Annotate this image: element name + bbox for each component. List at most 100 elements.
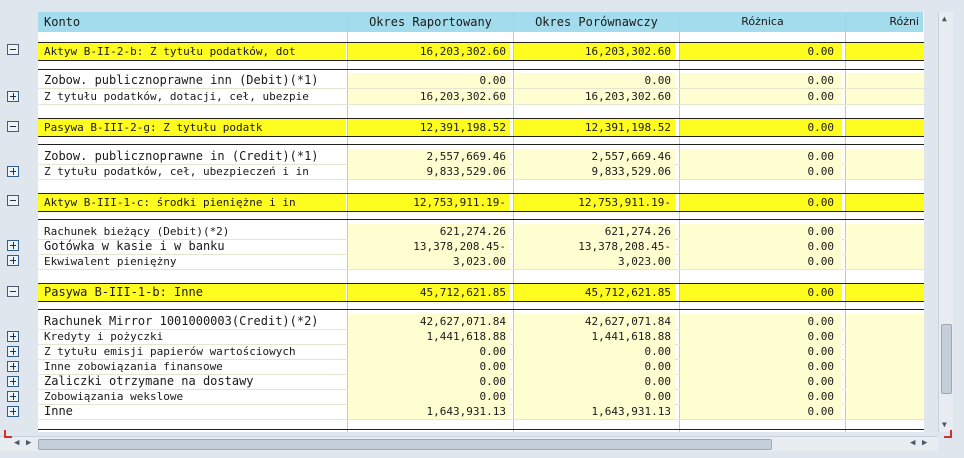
table-row[interactable]: Rachunek Mirror 1001000003(Credit)(*2) 4… bbox=[38, 314, 924, 330]
column-header-roznica-2[interactable]: Różni bbox=[846, 12, 924, 32]
table-row[interactable]: Zobow. publicznoprawne in (Credit)(*1) 2… bbox=[38, 149, 924, 165]
section-separator bbox=[38, 429, 924, 430]
column-header-okres-porownawczy[interactable]: Okres Porównawczy bbox=[514, 12, 680, 32]
value-okres-porownawczy: 0.00 bbox=[514, 374, 675, 389]
table-row[interactable]: Ekwiwalent pieniężny 3,023.00 3,023.00 0… bbox=[38, 254, 924, 270]
table-row[interactable]: Zobow. publicznoprawne inn (Debit)(*1) 0… bbox=[38, 73, 924, 89]
account-label: Rachunek Mirror 1001000003(Credit)(*2) bbox=[44, 314, 319, 328]
table-row[interactable]: Zaliczki otrzymane na dostawy 0.00 0.00 … bbox=[38, 374, 924, 390]
table-row[interactable]: Zobowiązania wekslowe 0.00 0.00 0.00 bbox=[38, 389, 924, 405]
value-roznica: 0.00 bbox=[680, 329, 842, 344]
value-okres-porownawczy: 13,378,208.45- bbox=[514, 239, 675, 254]
value-roznica: 0.00 bbox=[680, 89, 842, 104]
value-okres-raportowany: 12,391,198.52 bbox=[348, 119, 510, 136]
table-row[interactable]: Inne zobowiązania finansowe 0.00 0.00 0.… bbox=[38, 359, 924, 375]
expand-node-icon[interactable] bbox=[7, 376, 19, 387]
table-row[interactable]: Z tytułu emisji papierów wartościowych 0… bbox=[38, 344, 924, 360]
value-okres-porownawczy: 0.00 bbox=[514, 359, 675, 374]
column-header-konto[interactable]: Konto bbox=[38, 12, 348, 32]
table-row[interactable]: Rachunek bieżący (Debit)(*2) 621,274.26 … bbox=[38, 224, 924, 240]
account-label: Rachunek bieżący (Debit)(*2) bbox=[44, 225, 230, 238]
value-roznica: 0.00 bbox=[680, 404, 842, 419]
collapse-node-icon[interactable] bbox=[7, 121, 19, 132]
horizontal-scroll-thumb[interactable] bbox=[38, 439, 772, 450]
value-roznica-2 bbox=[846, 119, 924, 136]
expand-node-icon[interactable] bbox=[7, 406, 19, 417]
account-label: Zobowiązania wekslowe bbox=[44, 390, 184, 403]
account-label: Inne bbox=[44, 404, 73, 418]
value-okres-porownawczy: 2,557,669.46 bbox=[514, 149, 675, 164]
account-label: Z tytułu emisji papierów wartościowych bbox=[44, 345, 296, 358]
table-row[interactable]: Z tytułu podatków, dotacji, ceł, ubezpie… bbox=[38, 89, 924, 105]
section-separator bbox=[38, 219, 924, 220]
value-roznica: 0.00 bbox=[680, 194, 842, 211]
value-okres-raportowany: 0.00 bbox=[348, 389, 510, 404]
table-row[interactable]: Gotówka w kasie i w banku 13,378,208.45-… bbox=[38, 239, 924, 255]
value-roznica-2 bbox=[846, 284, 924, 301]
table-row[interactable]: Pasywa B-III-2-g: Z tytułu podatk 12,391… bbox=[38, 118, 924, 137]
collapse-node-icon[interactable] bbox=[7, 286, 19, 297]
section-separator bbox=[38, 144, 924, 145]
scroll-right-end-icon[interactable]: ▶ bbox=[922, 438, 928, 448]
value-roznica-2 bbox=[846, 149, 924, 164]
scroll-up-icon[interactable]: ▲ bbox=[942, 14, 947, 23]
table-row[interactable]: Pasywa B-III-1-b: Inne 45,712,621.85 45,… bbox=[38, 283, 924, 302]
value-okres-raportowany: 13,378,208.45- bbox=[348, 239, 510, 254]
collapse-node-icon[interactable] bbox=[7, 44, 19, 55]
value-roznica-2 bbox=[846, 89, 924, 104]
value-okres-porownawczy: 16,203,302.60 bbox=[514, 89, 675, 104]
account-label: Aktyw B-II-2-b: Z tytułu podatków, dot bbox=[38, 43, 346, 60]
account-label: Ekwiwalent pieniężny bbox=[44, 255, 177, 268]
expand-node-icon[interactable] bbox=[7, 346, 19, 357]
expand-node-icon[interactable] bbox=[7, 240, 19, 251]
value-okres-porownawczy: 1,643,931.13 bbox=[514, 404, 675, 419]
value-okres-raportowany: 1,441,618.88 bbox=[348, 329, 510, 344]
value-okres-porownawczy: 1,441,618.88 bbox=[514, 329, 675, 344]
table-row[interactable]: Inne 1,643,931.13 1,643,931.13 0.00 bbox=[38, 404, 924, 420]
value-roznica-2 bbox=[846, 194, 924, 211]
expand-node-icon[interactable] bbox=[7, 331, 19, 342]
value-roznica-2 bbox=[846, 374, 924, 389]
account-label: Gotówka w kasie i w banku bbox=[44, 239, 225, 253]
table-row[interactable]: Aktyw B-II-2-b: Z tytułu podatków, dot 1… bbox=[38, 42, 924, 61]
section-separator bbox=[38, 69, 924, 70]
table-row[interactable]: Kredyty i pożyczki 1,441,618.88 1,441,61… bbox=[38, 329, 924, 345]
value-okres-porownawczy: 12,391,198.52 bbox=[514, 119, 675, 136]
expand-node-icon[interactable] bbox=[7, 361, 19, 372]
vertical-scroll-thumb[interactable] bbox=[941, 324, 952, 394]
account-label: Zobow. publicznoprawne in (Credit)(*1) bbox=[44, 149, 319, 163]
value-roznica: 0.00 bbox=[680, 359, 842, 374]
value-okres-porownawczy: 0.00 bbox=[514, 389, 675, 404]
value-roznica: 0.00 bbox=[680, 149, 842, 164]
scroll-left-icon[interactable]: ◀ bbox=[14, 438, 20, 448]
table-row[interactable]: Z tytułu podatków, ceł, ubezpieczeń i in… bbox=[38, 164, 924, 180]
collapse-node-icon[interactable] bbox=[7, 195, 19, 206]
report-grid: Konto Okres Raportowany Okres Porównawcz… bbox=[38, 12, 924, 432]
expand-node-icon[interactable] bbox=[7, 391, 19, 402]
value-roznica-2 bbox=[846, 73, 924, 88]
value-roznica: 0.00 bbox=[680, 164, 842, 179]
column-header-okres-raportowany[interactable]: Okres Raportowany bbox=[348, 12, 514, 32]
scroll-left-end-icon[interactable]: ◀ bbox=[910, 438, 916, 448]
value-roznica-2 bbox=[846, 224, 924, 239]
value-roznica: 0.00 bbox=[680, 314, 842, 329]
value-roznica: 0.00 bbox=[680, 73, 842, 88]
value-roznica-2 bbox=[846, 404, 924, 419]
resize-corner-icon bbox=[944, 430, 952, 438]
value-roznica-2 bbox=[846, 344, 924, 359]
expand-node-icon[interactable] bbox=[7, 255, 19, 266]
resize-corner-icon bbox=[4, 430, 12, 438]
table-row[interactable]: Aktyw B-III-1-c: środki pieniężne i in 1… bbox=[38, 193, 924, 212]
value-okres-porownawczy: 621,274.26 bbox=[514, 224, 675, 239]
scroll-right-icon[interactable]: ▶ bbox=[26, 438, 32, 448]
value-roznica: 0.00 bbox=[680, 389, 842, 404]
expand-node-icon[interactable] bbox=[7, 166, 19, 177]
column-header-roznica[interactable]: Różnica bbox=[680, 12, 846, 32]
vertical-scrollbar[interactable]: ▲ ▼ bbox=[938, 12, 953, 432]
value-okres-raportowany: 621,274.26 bbox=[348, 224, 510, 239]
expand-node-icon[interactable] bbox=[7, 91, 19, 102]
horizontal-scrollbar[interactable]: ◀ ▶ ◀ ▶ bbox=[0, 436, 938, 451]
value-okres-raportowany: 9,833,529.06 bbox=[348, 164, 510, 179]
scroll-down-icon[interactable]: ▼ bbox=[942, 420, 947, 429]
value-okres-raportowany: 0.00 bbox=[348, 359, 510, 374]
